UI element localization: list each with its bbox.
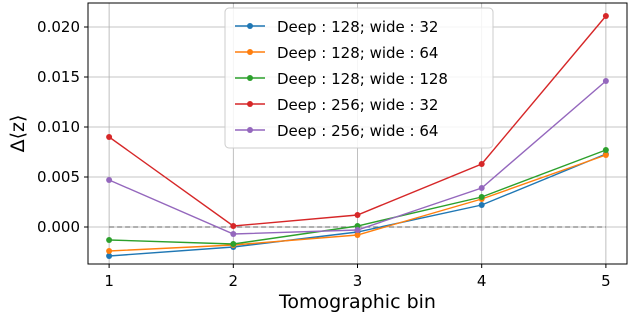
x-tick-label: 4 bbox=[477, 272, 487, 290]
y-axis-ticks: 0.000 0.005 0.010 0.015 0.020 bbox=[37, 18, 88, 236]
data-point bbox=[106, 248, 113, 254]
data-point bbox=[106, 253, 113, 259]
series bbox=[106, 78, 609, 237]
legend-swatch-marker bbox=[247, 49, 253, 55]
legend-entry-label: Deep : 128; wide : 128 bbox=[277, 70, 448, 88]
data-point bbox=[230, 231, 237, 237]
data-point bbox=[354, 232, 361, 238]
data-point bbox=[106, 134, 113, 140]
legend-box bbox=[224, 7, 494, 149]
y-tick-label: 0.010 bbox=[37, 118, 80, 136]
data-point bbox=[230, 223, 237, 229]
legend-swatch-marker bbox=[247, 75, 253, 81]
x-tick-label: 3 bbox=[353, 272, 363, 290]
data-point bbox=[602, 147, 609, 153]
data-point bbox=[478, 194, 485, 200]
legend-swatch-marker bbox=[247, 127, 253, 133]
y-tick-label: 0.015 bbox=[37, 68, 80, 86]
y-axis-label: Δ⟨z⟩ bbox=[7, 115, 29, 153]
data-point bbox=[478, 202, 485, 208]
data-point bbox=[602, 152, 609, 158]
data-point bbox=[602, 13, 609, 19]
legend-entry-label: Deep : 128; wide : 32 bbox=[277, 18, 438, 36]
y-tick-label: 0.000 bbox=[37, 218, 80, 236]
data-point bbox=[106, 177, 113, 183]
x-tick-label: 2 bbox=[229, 272, 239, 290]
legend-swatch-marker bbox=[247, 101, 253, 107]
x-axis-label: Tomographic bin bbox=[278, 291, 436, 313]
legend-entry-label: Deep : 256; wide : 64 bbox=[277, 122, 438, 140]
series bbox=[106, 13, 609, 229]
legend-entry-label: Deep : 256; wide : 32 bbox=[277, 96, 438, 114]
data-point bbox=[478, 161, 485, 167]
legend-entry-label: Deep : 128; wide : 64 bbox=[277, 44, 438, 62]
series-lines bbox=[106, 13, 609, 259]
data-point bbox=[354, 227, 361, 233]
y-tick-label: 0.020 bbox=[37, 18, 80, 36]
data-point bbox=[106, 237, 113, 243]
legend: Deep : 128; wide : 32 Deep : 128; wide : … bbox=[224, 7, 494, 149]
series bbox=[106, 147, 609, 247]
x-tick-label: 1 bbox=[104, 272, 114, 290]
y-tick-label: 0.005 bbox=[37, 168, 80, 186]
data-point bbox=[354, 212, 361, 218]
data-point bbox=[602, 78, 609, 84]
x-tick-label: 5 bbox=[601, 272, 611, 290]
x-axis-ticks: 1 2 3 4 5 bbox=[104, 264, 611, 290]
data-point bbox=[230, 241, 237, 247]
legend-swatch-marker bbox=[247, 23, 253, 29]
data-point bbox=[478, 185, 485, 191]
